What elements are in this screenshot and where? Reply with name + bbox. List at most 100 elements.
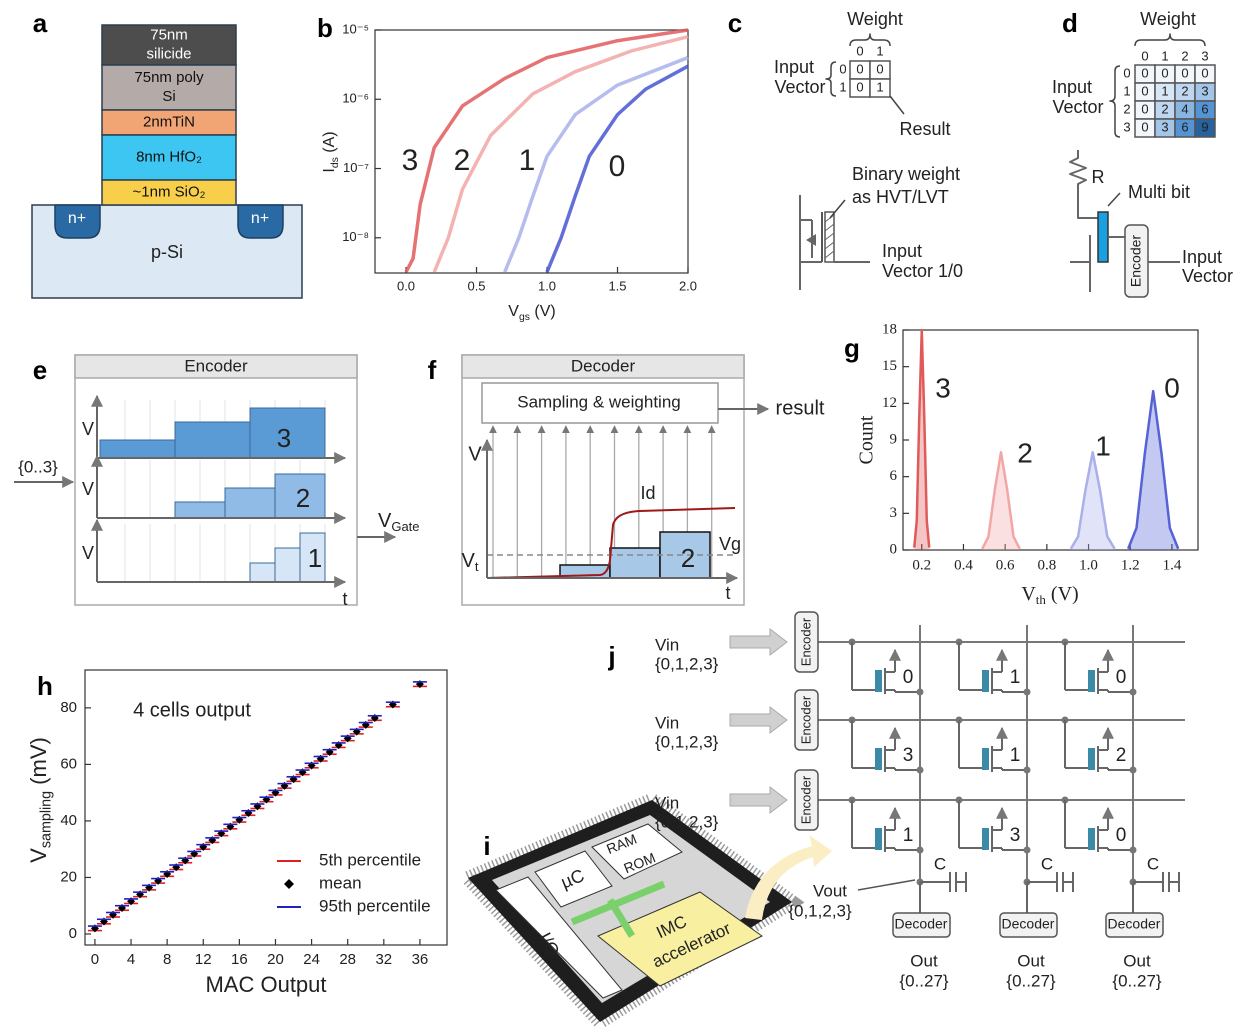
panel-label: d (1062, 8, 1078, 38)
cell-value: 4 (1181, 101, 1188, 116)
cell-gate (1088, 828, 1095, 850)
y-tick-label: 10⁻⁶ (342, 91, 369, 106)
label: 0 (856, 43, 863, 58)
voltage-step (275, 548, 300, 582)
x-tick-label: 8 (163, 951, 171, 968)
x-tick-label: 0.6 (996, 557, 1015, 573)
brace (826, 62, 836, 96)
subscript: th (1036, 592, 1047, 607)
weight-label: 1 (1010, 667, 1021, 688)
x-tick-label: 24 (303, 951, 320, 968)
annotation: 4 cells output (133, 699, 251, 721)
cell-value: 9 (1201, 119, 1208, 134)
label: Input (1052, 77, 1092, 97)
label: 1 (1161, 48, 1168, 63)
cell-gate (875, 828, 882, 850)
cell-value: 1 (876, 79, 883, 94)
connector (1108, 193, 1120, 206)
label: Out (910, 951, 938, 970)
label: 0 (839, 61, 846, 76)
gate-step (610, 548, 660, 578)
label: 2 (296, 483, 310, 513)
node-dot (1130, 847, 1137, 854)
subscript: ds (330, 157, 341, 168)
connector (830, 200, 845, 218)
subscript: gs (519, 312, 530, 323)
cell-value: 0 (1141, 65, 1148, 80)
x-tick-label: 0.4 (954, 557, 973, 573)
label: Vsampling (mV) (26, 737, 55, 863)
panel-label: f (428, 355, 437, 385)
node-dot (917, 847, 924, 854)
x-tick-label: 28 (339, 951, 356, 968)
connector (858, 880, 915, 890)
label: Input (774, 57, 814, 77)
layer-label: 75nm (150, 26, 188, 43)
y-tick-label: 20 (60, 868, 77, 885)
label: C (1041, 854, 1053, 873)
connector (890, 96, 904, 114)
label: p-Si (151, 242, 183, 262)
x-tick-label: 1.0 (538, 278, 556, 293)
label: {0,1,2,3} (655, 654, 719, 673)
layer-label: silicide (146, 45, 191, 62)
cell-value: 1 (1161, 83, 1168, 98)
text-part: V (1021, 583, 1036, 605)
curve-label: 0 (609, 150, 626, 183)
x-tick-label: 20 (267, 951, 284, 968)
label: 2 (681, 543, 695, 573)
x-tick-label: 0.0 (397, 278, 415, 293)
label: Encoder (798, 695, 813, 744)
label: V (468, 443, 482, 465)
page: {"panel_labels":["a","b","c","d","e","f"… (0, 0, 1245, 1034)
panel-label: c (728, 8, 742, 38)
subscript: t (475, 559, 479, 574)
y-tick-label: 10⁻⁸ (342, 229, 369, 244)
label: Ids (A) (321, 131, 340, 172)
label: Sampling & weighting (517, 392, 680, 411)
label: Out (1123, 951, 1151, 970)
text-part: (A) (321, 131, 338, 157)
distribution-label: 0 (1164, 372, 1180, 403)
label: Weight (847, 9, 903, 29)
node-dot (1130, 767, 1137, 774)
cell-value: 0 (1141, 101, 1148, 116)
legend-marker (284, 879, 294, 889)
label: 1 (839, 79, 846, 94)
node-dot (917, 767, 924, 774)
label: 1 (308, 543, 322, 573)
cell-gate (875, 748, 882, 770)
text-part: V (378, 510, 392, 532)
text-part: V (26, 848, 51, 863)
x-tick-label: 1.4 (1163, 557, 1182, 573)
curve-label: 2 (454, 144, 471, 177)
well-label: n+ (68, 210, 86, 227)
distribution-label: 2 (1017, 437, 1033, 468)
text-part: (V) (530, 303, 556, 320)
x-tick-label: 1.5 (608, 278, 626, 293)
panel-label: i (483, 831, 490, 861)
label: Vin (655, 793, 679, 812)
cell-value: 0 (1141, 83, 1148, 98)
x-tick-label: 0.5 (467, 278, 485, 293)
legend-label: 95th percentile (319, 896, 431, 915)
label: Id (640, 483, 655, 503)
cell-gate (875, 670, 882, 692)
brace (1135, 34, 1205, 46)
curve-label: 3 (402, 144, 419, 177)
label: 2 (1181, 48, 1188, 63)
label: Vg (719, 534, 741, 554)
layer-label: 2nmTiN (143, 113, 195, 130)
voltage-step (100, 440, 175, 458)
x-tick-label: 4 (127, 951, 135, 968)
figure: abcdefghij75nmsilicide75nm polySi2nmTiN8… (0, 0, 1245, 1034)
text-part: (mV) (26, 737, 51, 791)
label: Vout (813, 881, 847, 900)
panel-label: j (607, 641, 615, 671)
label: Vector (1052, 97, 1103, 117)
input-arrow (730, 787, 787, 813)
node-dot (1024, 767, 1031, 774)
cell-value: 0 (1201, 65, 1208, 80)
x-tick-label: 12 (195, 951, 212, 968)
cell-gate (982, 748, 989, 770)
